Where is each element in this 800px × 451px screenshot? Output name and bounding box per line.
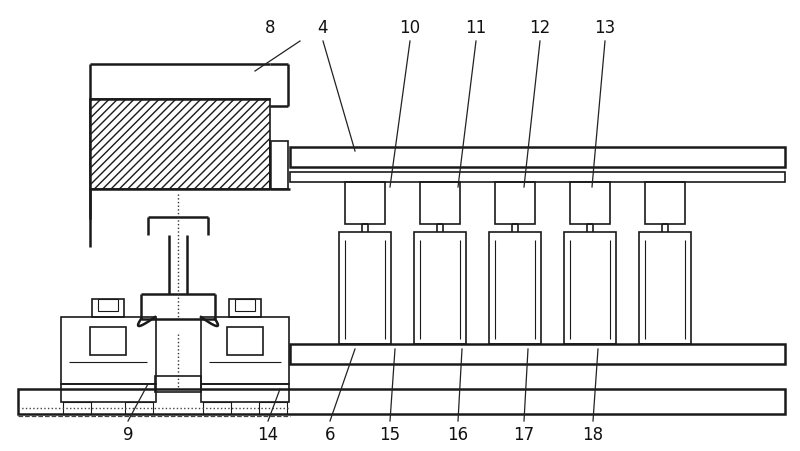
Bar xyxy=(259,402,287,414)
Bar xyxy=(339,232,391,344)
Bar xyxy=(639,232,691,344)
Text: 14: 14 xyxy=(258,425,278,443)
Bar xyxy=(98,299,118,311)
Bar xyxy=(61,384,156,402)
Text: 8: 8 xyxy=(265,19,275,37)
Text: 16: 16 xyxy=(447,425,469,443)
Text: 12: 12 xyxy=(530,19,550,37)
Bar xyxy=(61,318,156,384)
Bar xyxy=(63,402,91,414)
Text: 17: 17 xyxy=(514,425,534,443)
Text: 11: 11 xyxy=(466,19,486,37)
Bar xyxy=(290,147,785,168)
Bar xyxy=(201,318,289,384)
Text: 18: 18 xyxy=(582,425,603,443)
Bar xyxy=(235,299,255,311)
Bar xyxy=(92,299,124,318)
Bar xyxy=(495,183,535,225)
Bar xyxy=(570,183,610,225)
Bar xyxy=(420,183,460,225)
Text: 13: 13 xyxy=(594,19,616,37)
Text: 6: 6 xyxy=(325,425,335,443)
Bar xyxy=(227,327,263,355)
Bar xyxy=(90,100,270,189)
Bar xyxy=(201,384,289,402)
Bar xyxy=(414,232,466,344)
Bar xyxy=(290,173,785,183)
Bar xyxy=(345,183,385,225)
Bar xyxy=(564,232,616,344)
Text: 4: 4 xyxy=(318,19,328,37)
Bar xyxy=(270,142,288,189)
Bar xyxy=(229,299,261,318)
Bar xyxy=(489,232,541,344)
Bar xyxy=(155,376,201,392)
Bar xyxy=(125,402,153,414)
Text: 10: 10 xyxy=(399,19,421,37)
Bar xyxy=(290,344,785,364)
Text: 15: 15 xyxy=(379,425,401,443)
Bar xyxy=(18,389,785,414)
Bar xyxy=(203,402,231,414)
Bar xyxy=(90,327,126,355)
Text: 9: 9 xyxy=(122,425,134,443)
Bar xyxy=(645,183,685,225)
